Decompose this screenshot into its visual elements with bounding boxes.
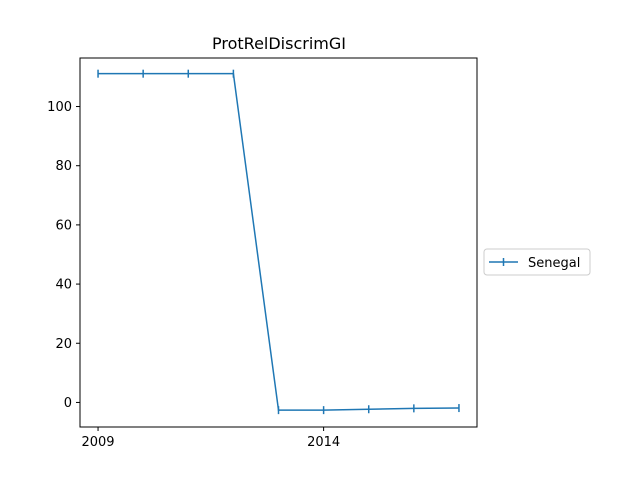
plot-area xyxy=(80,58,477,427)
plot-frame xyxy=(79,57,478,428)
y-tick-label-1: 20 xyxy=(55,337,72,352)
x-tick-label-0: 2009 xyxy=(81,435,114,450)
y-tick-label-3: 60 xyxy=(55,218,72,233)
x-axis: 2009 2014 xyxy=(81,427,340,450)
legend: Senegal xyxy=(483,248,591,276)
y-tick-label-5: 100 xyxy=(47,100,72,115)
y-tick-label-0: 0 xyxy=(64,396,72,411)
x-tick-label-1: 2014 xyxy=(307,435,340,450)
chart-title: ProtRelDiscrimGI xyxy=(212,34,346,53)
y-tick-label-4: 80 xyxy=(55,159,72,174)
series-layer xyxy=(97,69,460,415)
y-tick-label-2: 40 xyxy=(55,278,72,293)
y-axis: 0 20 40 60 80 100 xyxy=(47,100,80,411)
legend-label-senegal: Senegal xyxy=(528,256,580,271)
legend-box xyxy=(483,248,591,276)
